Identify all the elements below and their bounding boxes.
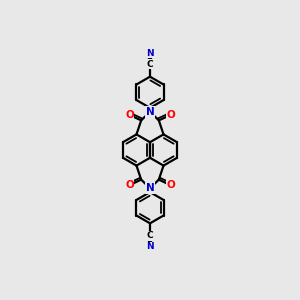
Text: O: O	[166, 110, 175, 120]
Text: C: C	[147, 60, 153, 69]
Text: O: O	[125, 180, 134, 190]
Text: O: O	[166, 180, 175, 190]
Text: N: N	[146, 49, 154, 58]
Text: N: N	[146, 107, 154, 117]
Text: C: C	[147, 231, 153, 240]
Text: O: O	[125, 110, 134, 120]
Text: N: N	[146, 183, 154, 193]
Text: N: N	[146, 242, 154, 251]
